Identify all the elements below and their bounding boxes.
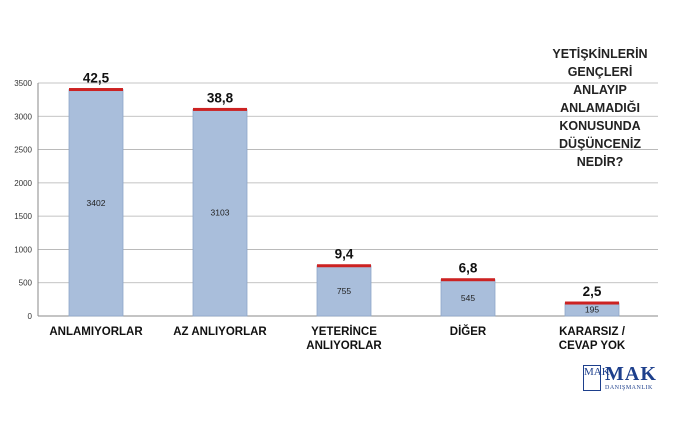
bar-percent-label: 42,5 [83, 71, 110, 86]
x-category-label: DİĞER [450, 325, 487, 338]
bar-value-label: 3402 [87, 198, 106, 208]
bar [192, 109, 248, 317]
chart-title-line: YETİŞKİNLERİN [552, 47, 648, 61]
chart-title-line: NEDİR? [576, 155, 624, 169]
logo-name: MAK [605, 363, 657, 385]
y-tick-label: 3000 [14, 112, 32, 121]
chart-title-line: ANLAMADIĞI [560, 101, 640, 115]
x-category-label: ANLAMIYORLAR [49, 326, 143, 338]
bar-value-label: 3103 [211, 208, 230, 218]
x-category-label: AZ ANLIYORLAR [173, 326, 267, 338]
chart-title-line: KONUSUNDA [559, 119, 641, 133]
logo-mark-icon: MAK [583, 365, 610, 391]
bar [68, 89, 124, 317]
bar-cap [69, 88, 123, 92]
bar-cap [565, 301, 619, 305]
logo-subtitle: DANIŞMANLIK [605, 385, 653, 391]
bar-percent-label: 2,5 [583, 284, 602, 299]
x-category-label: CEVAP YOK [559, 340, 626, 352]
bar [440, 279, 496, 317]
x-category-label: YETERİNCE [311, 325, 377, 338]
bar-cap [317, 264, 371, 268]
y-tick-label: 2000 [14, 179, 32, 188]
y-tick-label: 0 [28, 312, 33, 321]
bar-value-label: 545 [461, 293, 475, 303]
bar-cap [441, 278, 495, 282]
y-tick-label: 1000 [14, 245, 32, 254]
bar-value-label: 755 [337, 286, 351, 296]
bar-value-label: 195 [585, 305, 599, 315]
x-category-label: KARARSIZ / [559, 326, 626, 338]
bar-cap [193, 107, 247, 111]
bar-percent-label: 38,8 [207, 90, 234, 105]
x-category-label: ANLIYORLAR [306, 340, 382, 352]
chart-title: YETİŞKİNLERİN GENÇLERİ ANLAYIP ANLAMADIĞI KO… [545, 45, 655, 171]
y-tick-label: 3500 [14, 79, 32, 88]
chart-title-line: DÜŞÜNCENİZ [559, 137, 641, 151]
y-tick-label: 500 [19, 279, 33, 288]
bar [316, 265, 372, 317]
chart-title-line: GENÇLERİ [567, 65, 633, 79]
y-tick-label: 1500 [14, 212, 32, 221]
y-tick-label: 2500 [14, 146, 32, 155]
bar-percent-label: 6,8 [459, 261, 478, 276]
bar-percent-label: 9,4 [335, 247, 354, 262]
mak-logo: MAK MAK DANIŞMANLIK [583, 363, 663, 399]
chart-title-line: ANLAYIP [573, 83, 627, 97]
